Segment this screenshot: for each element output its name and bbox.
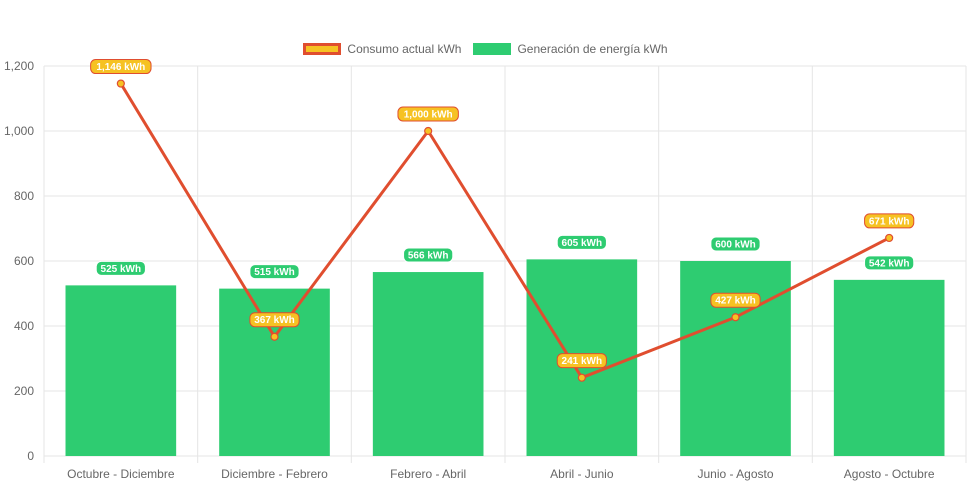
x-tick-label: Febrero - Abril: [390, 467, 466, 481]
bar-data-label: 525 kWh: [95, 260, 146, 276]
line-data-label-bg: [556, 353, 607, 369]
bar-data-label-text: 515 kWh: [254, 267, 295, 278]
legend-item-consumo[interactable]: Consumo actual kWh: [303, 42, 461, 56]
legend-swatch-consumo: [303, 43, 342, 55]
bar-data-label-text: 605 kWh: [562, 238, 603, 249]
x-tick-label: Junio - Agosto: [697, 467, 773, 481]
y-tick-label: 600: [14, 254, 34, 268]
line-point-consumo: [116, 79, 125, 88]
line-point-consumo: [885, 233, 894, 243]
y-tick-label: 1,000: [4, 124, 34, 138]
bar-data-label: 515 kWh: [249, 264, 300, 280]
legend-swatch-generacion: [473, 43, 512, 55]
x-tick-label: Abril - Junio: [550, 467, 614, 481]
bar-data-label-bg: [403, 247, 454, 263]
bar-data-label-bg: [95, 260, 146, 276]
bar-data-label-text: 600 kWh: [715, 240, 756, 251]
bar-generacion: [833, 279, 945, 456]
line-data-label-bg: [864, 213, 915, 229]
line-consumo: [119, 82, 890, 380]
y-tick-label: 0: [27, 449, 34, 463]
legend-item-generacion[interactable]: Generación de energía kWh: [473, 42, 668, 56]
line-data-label-bg: [90, 59, 152, 75]
bar-data-label-text: 566 kWh: [408, 251, 449, 262]
line-data-label-text: 427 kWh: [715, 296, 756, 307]
line-data-label-text: 1,000 kWh: [404, 110, 453, 121]
line-data-label: 1,000 kWh: [397, 106, 459, 122]
x-tick-label: Diciembre - Febrero: [221, 467, 328, 481]
bar-data-label: 600 kWh: [710, 236, 761, 252]
bar-generacion: [65, 285, 177, 456]
line-data-label: 241 kWh: [556, 353, 607, 369]
line-data-label-text: 671 kWh: [869, 216, 910, 227]
y-tick-label: 200: [14, 384, 34, 398]
y-tick-label: 800: [14, 189, 34, 203]
line-point-consumo: [731, 313, 740, 322]
line-data-label: 367 kWh: [249, 312, 300, 328]
x-tick-label: Agosto - Octubre: [844, 467, 935, 481]
bar-data-label-bg: [710, 236, 761, 252]
line-data-label-bg: [249, 312, 300, 328]
line-data-label-bg: [710, 292, 761, 308]
chart-legend: Consumo actual kWh Generación de energía…: [0, 42, 971, 56]
line-data-label-bg: [397, 106, 459, 122]
y-tick-label: 400: [14, 319, 34, 333]
bar-data-label: 605 kWh: [556, 234, 607, 250]
line-point-consumo: [270, 332, 279, 341]
bar-data-label-bg: [864, 255, 915, 271]
line-data-label-text: 1,146 kWh: [96, 62, 145, 73]
bar-data-label-bg: [249, 264, 300, 280]
bar-data-label-bg: [556, 234, 607, 250]
legend-label-generacion: Generación de energía kWh: [517, 42, 668, 56]
y-tick-label: 1,200: [4, 59, 34, 73]
bar-data-label: 542 kWh: [864, 255, 915, 271]
bar-data-label-text: 542 kWh: [869, 258, 910, 269]
bar-data-label-text: 525 kWh: [101, 264, 142, 275]
line-data-label: 671 kWh: [864, 213, 915, 229]
line-point-consumo: [577, 373, 586, 382]
legend-label-consumo: Consumo actual kWh: [347, 42, 462, 56]
bar-generacion: [372, 272, 484, 456]
line-data-label-text: 367 kWh: [254, 315, 295, 326]
line-point-consumo: [424, 126, 433, 136]
line-data-label-text: 241 kWh: [562, 356, 603, 367]
x-tick-label: Octubre - Diciembre: [67, 467, 175, 481]
bar-data-label: 566 kWh: [403, 247, 454, 263]
line-data-label: 1,146 kWh: [90, 59, 152, 75]
line-data-label: 427 kWh: [710, 292, 761, 308]
bar-generacion: [680, 261, 791, 456]
